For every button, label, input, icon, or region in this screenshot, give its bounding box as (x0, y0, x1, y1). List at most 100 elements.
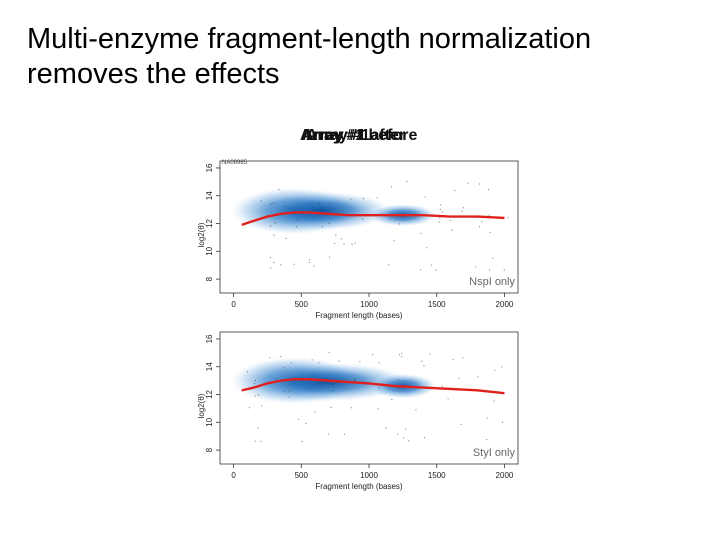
outlier-point (478, 226, 481, 228)
outlier-point (462, 357, 464, 359)
outlier-point (378, 362, 380, 364)
overlay-label-array: Array #1 (306, 127, 371, 144)
outlier-point (486, 417, 488, 419)
outlier-point (462, 207, 464, 209)
outlier-point (481, 221, 483, 223)
outlier-point (503, 269, 505, 271)
outlier-point (246, 371, 249, 373)
outlier-point (340, 238, 343, 240)
x-tick-label: 500 (295, 471, 309, 480)
outlier-point (361, 218, 364, 220)
outlier-point (269, 225, 272, 227)
outlier-point (397, 433, 399, 435)
outlier-point (248, 407, 251, 409)
sample-label: NA06985 (222, 160, 248, 166)
outlier-point (423, 437, 426, 439)
x-tick-label: 0 (231, 300, 236, 309)
y-tick-label: 12 (205, 219, 214, 228)
outlier-point (461, 210, 463, 212)
outlier-point (439, 217, 441, 219)
outlier-point (270, 203, 272, 205)
outlier-point (479, 183, 481, 185)
outlier-point (494, 369, 496, 371)
outlier-point (398, 223, 401, 225)
outlier-point (451, 229, 453, 231)
outlier-point (273, 234, 275, 236)
outlier-point (328, 222, 330, 224)
outlier-point (332, 383, 334, 385)
outlier-point (257, 394, 260, 396)
outlier-point (338, 360, 340, 362)
outlier-point (501, 366, 503, 368)
outlier-point (305, 422, 307, 424)
enzyme-annotation: StyI only (473, 447, 516, 459)
outlier-point (280, 356, 282, 358)
x-tick-label: 1000 (360, 300, 378, 309)
outlier-point (273, 202, 275, 204)
enzyme-annotation: NspI only (469, 276, 515, 288)
y-tick-label: 8 (205, 276, 214, 281)
outlier-point (489, 231, 491, 234)
overlay-label-before: Array #1 before (300, 127, 418, 144)
outlier-point (327, 433, 329, 435)
outlier-point (343, 243, 345, 245)
outlier-point (425, 247, 428, 249)
outlier-point (293, 263, 295, 265)
outlier-point (359, 361, 361, 363)
outlier-point (458, 377, 460, 379)
outlier-point (254, 395, 256, 397)
outlier-point (280, 264, 282, 266)
outlier-point (440, 204, 442, 206)
outlier-point (391, 398, 393, 401)
outlier-point (269, 256, 272, 258)
x-tick-label: 1000 (360, 471, 378, 480)
outlier-point (296, 219, 298, 221)
outlier-point (278, 188, 280, 191)
fit-line-0 (241, 378, 505, 395)
outlier-point (441, 385, 443, 387)
x-tick-label: 1500 (428, 471, 446, 480)
outlier-point (328, 351, 330, 353)
outlier-point (376, 197, 378, 199)
outlier-point (402, 437, 405, 439)
slide-title: Multi-enzyme fragment-length normalizati… (27, 23, 592, 90)
outlier-point (430, 264, 432, 266)
outlier-point (290, 362, 292, 364)
outlier-point (318, 202, 321, 204)
outlier-point (283, 391, 285, 393)
y-axis-label: log2(θ) (197, 222, 206, 247)
outlier-point (454, 190, 456, 192)
outlier-point (333, 242, 336, 245)
outlier-point (297, 418, 300, 420)
outlier-point (438, 221, 440, 223)
outlier-point (285, 237, 287, 240)
outlier-point (308, 261, 310, 264)
outlier-point (371, 354, 374, 356)
outlier-point (257, 427, 259, 429)
y-tick-label: 16 (205, 163, 214, 172)
outlier-point (295, 226, 298, 228)
outlier-point (321, 226, 324, 228)
outlier-point (362, 198, 365, 200)
outlier-point (486, 438, 488, 441)
outlier-point (405, 428, 407, 430)
outlier-point (275, 378, 277, 380)
y-tick-label: 14 (205, 191, 214, 200)
outlier-point (270, 267, 272, 269)
outlier-point (477, 376, 479, 378)
outlier-point (254, 440, 256, 442)
outlier-point (420, 232, 422, 235)
outlier-point (488, 269, 491, 271)
outlier-point (447, 398, 449, 400)
y-tick-label: 12 (205, 390, 214, 399)
outlier-point (288, 390, 291, 392)
outlier-point (377, 408, 379, 410)
outlier-point (439, 208, 441, 210)
outlier-point (406, 180, 408, 182)
outlier-point (401, 355, 403, 358)
overlay-label-after: Array #1 after (302, 127, 406, 144)
outlier-point (288, 396, 290, 398)
x-tick-label: 2000 (496, 300, 514, 309)
fit-line-0 (241, 211, 505, 227)
outlier-point (388, 264, 390, 266)
